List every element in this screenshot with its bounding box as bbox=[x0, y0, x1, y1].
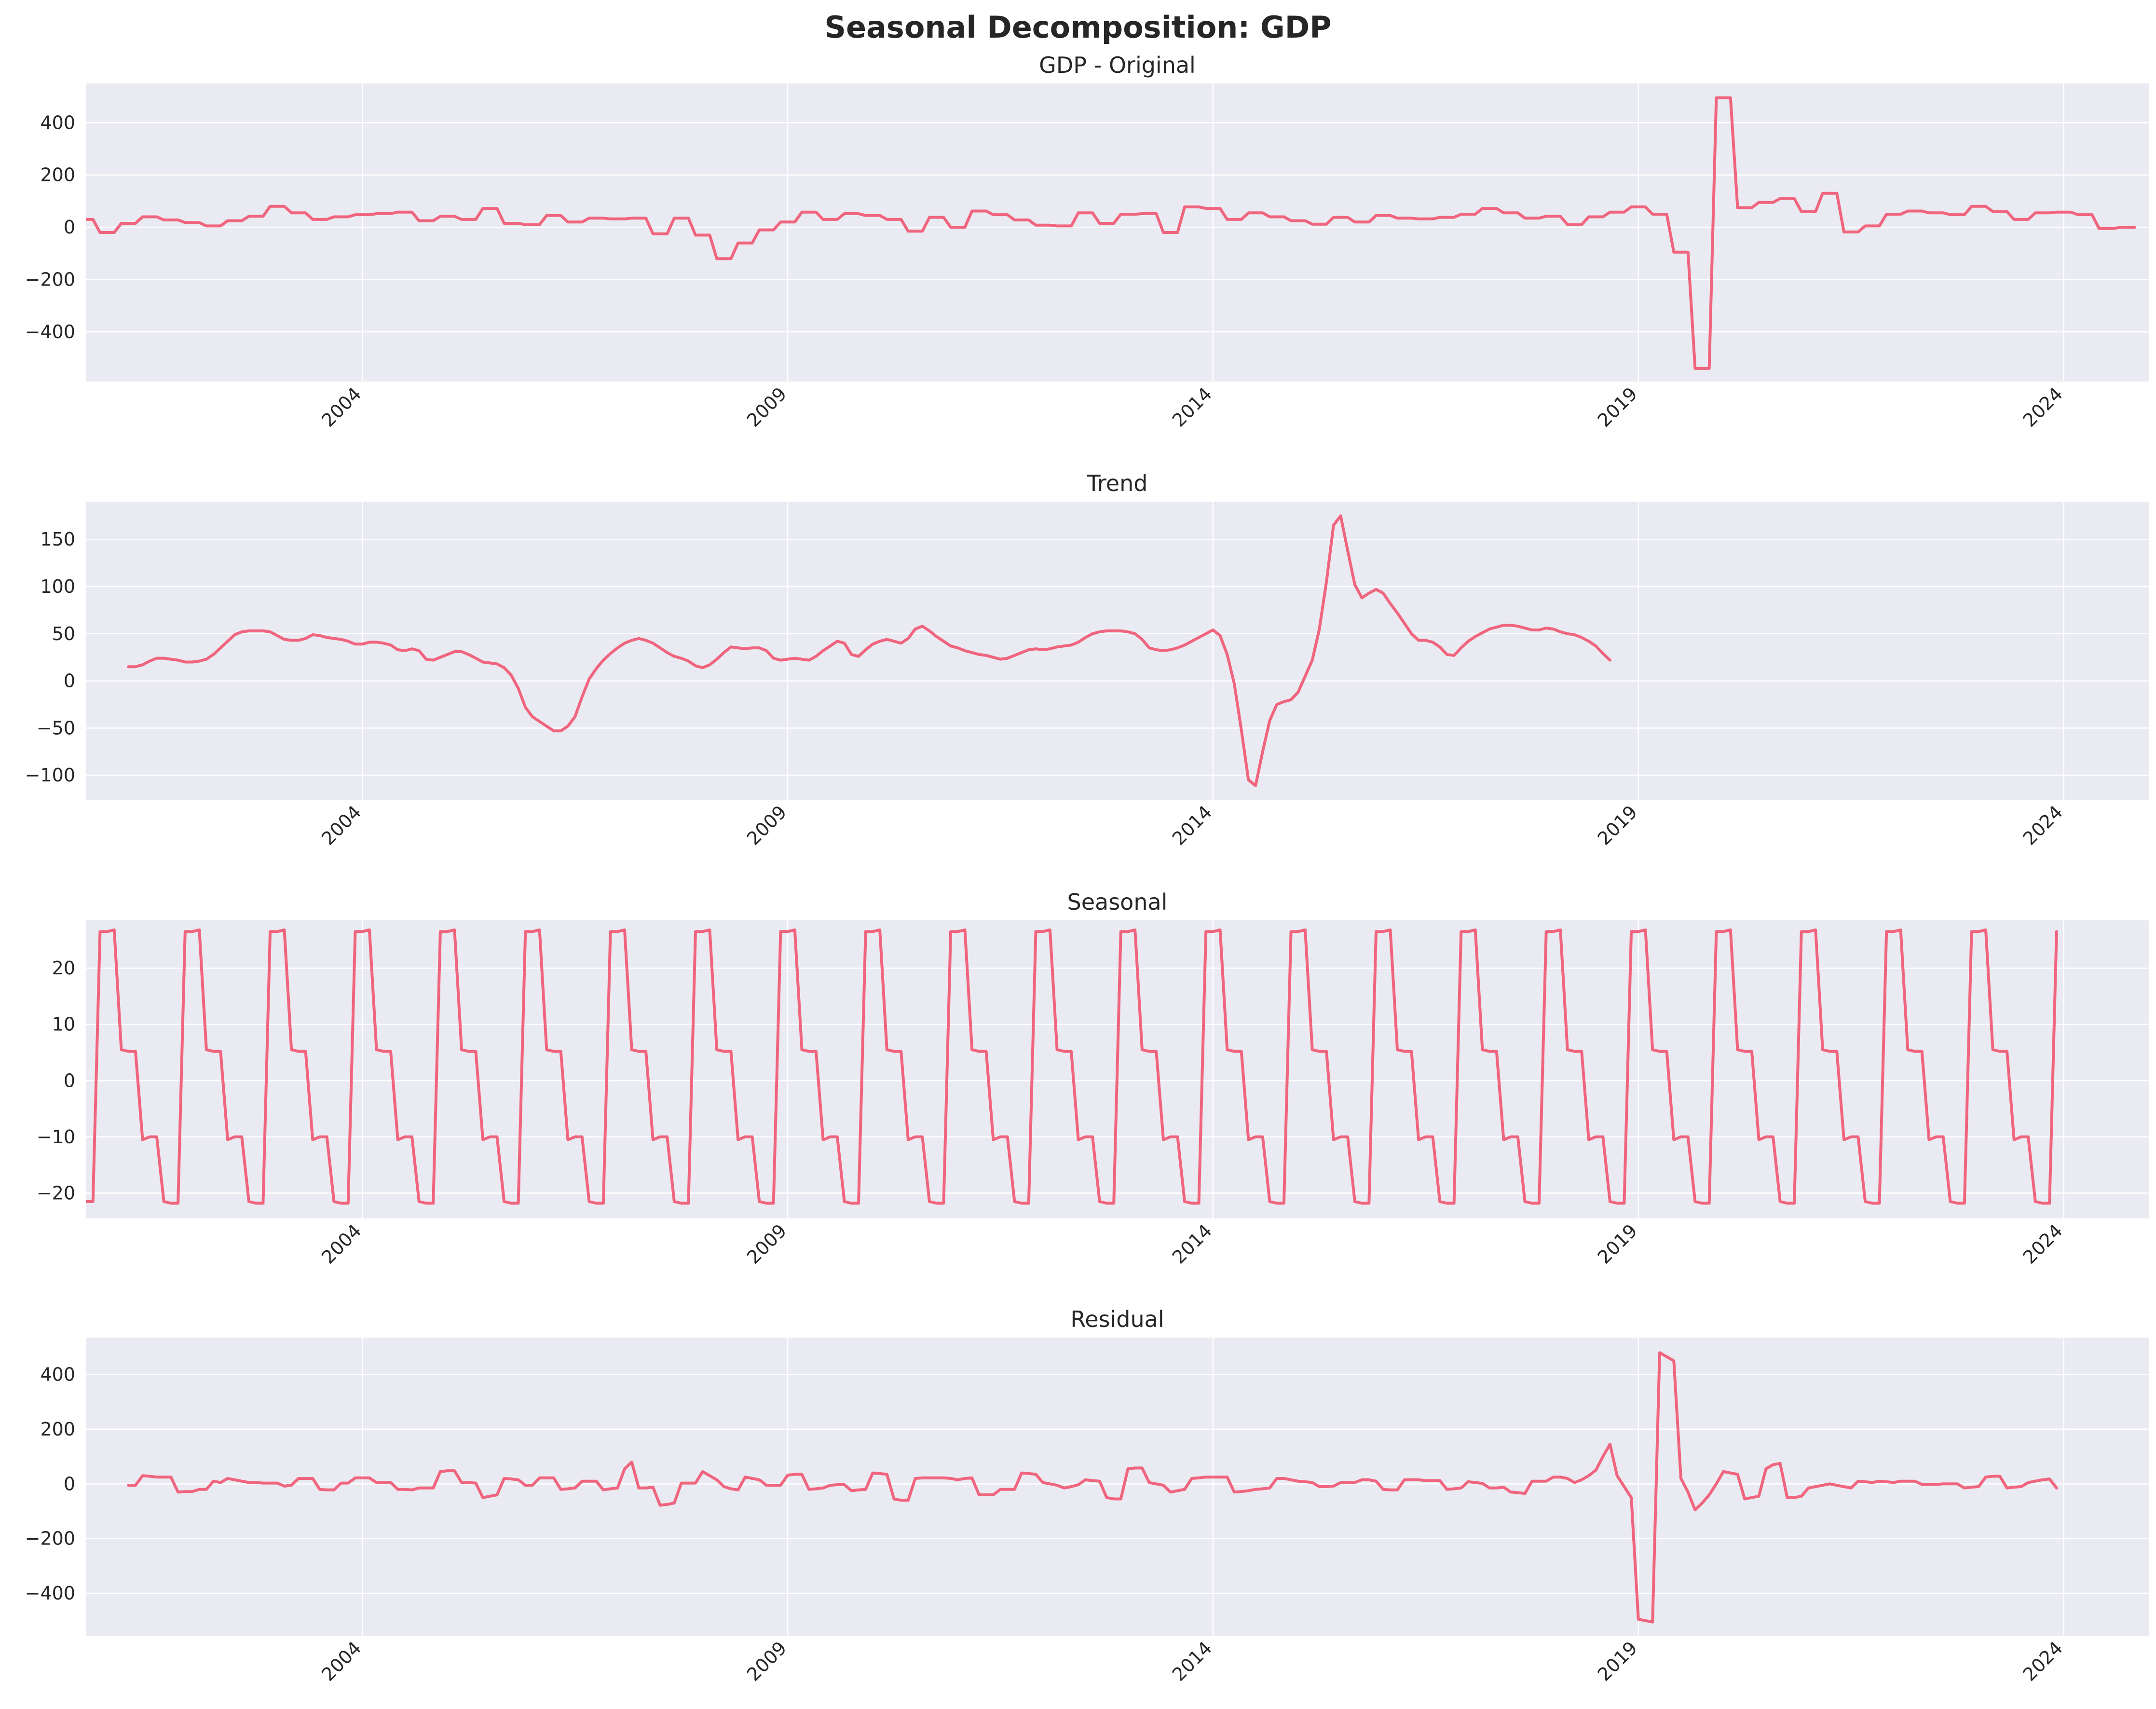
panel-2-ytick-0: −100 bbox=[25, 765, 75, 786]
panel-4-ytick-1: −200 bbox=[25, 1528, 75, 1549]
panel-3-ytick-0: −20 bbox=[37, 1183, 75, 1204]
panel-4-series-line bbox=[127, 1351, 2058, 1624]
panel-3-ytick-1: −10 bbox=[37, 1126, 75, 1148]
panel-1-ytick-2: 0 bbox=[64, 217, 75, 238]
panel-3-series-line bbox=[86, 928, 2058, 1205]
panel-2-title: Trend bbox=[1087, 470, 1148, 496]
panel-3-ytick-2: 0 bbox=[64, 1070, 75, 1091]
panel-2-ytick-1: −50 bbox=[37, 717, 75, 738]
panel-2-ytick-4: 100 bbox=[40, 576, 75, 597]
panel-1-ytick-0: −400 bbox=[25, 321, 75, 342]
panel-4-ytick-4: 400 bbox=[40, 1364, 75, 1385]
panel-3-title: Seasonal bbox=[1067, 889, 1168, 915]
panel-1-series-line bbox=[86, 96, 2136, 370]
panel-1-background bbox=[86, 83, 2149, 382]
panel-2-background bbox=[86, 502, 2149, 800]
panel-1-ytick-1: −200 bbox=[25, 269, 75, 290]
panel-1-ytick-3: 200 bbox=[40, 164, 75, 186]
panel-1-title: GDP - Original bbox=[1039, 52, 1196, 78]
panel-2-series-line bbox=[127, 514, 1611, 787]
panel-4-ytick-3: 200 bbox=[40, 1419, 75, 1440]
figure-title: Seasonal Decomposition: GDP bbox=[824, 10, 1331, 45]
panel-2-ytick-2: 0 bbox=[64, 670, 75, 692]
panel-4-title: Residual bbox=[1070, 1306, 1164, 1332]
panel-4-ytick-2: 0 bbox=[64, 1473, 75, 1494]
panel-2-ytick-5: 150 bbox=[40, 529, 75, 550]
panel-2-ytick-3: 50 bbox=[52, 623, 75, 644]
panel-4-ytick-0: −400 bbox=[25, 1583, 75, 1604]
panel-3-ytick-4: 20 bbox=[52, 957, 75, 979]
panel-1-ytick-4: 400 bbox=[40, 112, 75, 133]
panel-3-ytick-3: 10 bbox=[52, 1014, 75, 1035]
